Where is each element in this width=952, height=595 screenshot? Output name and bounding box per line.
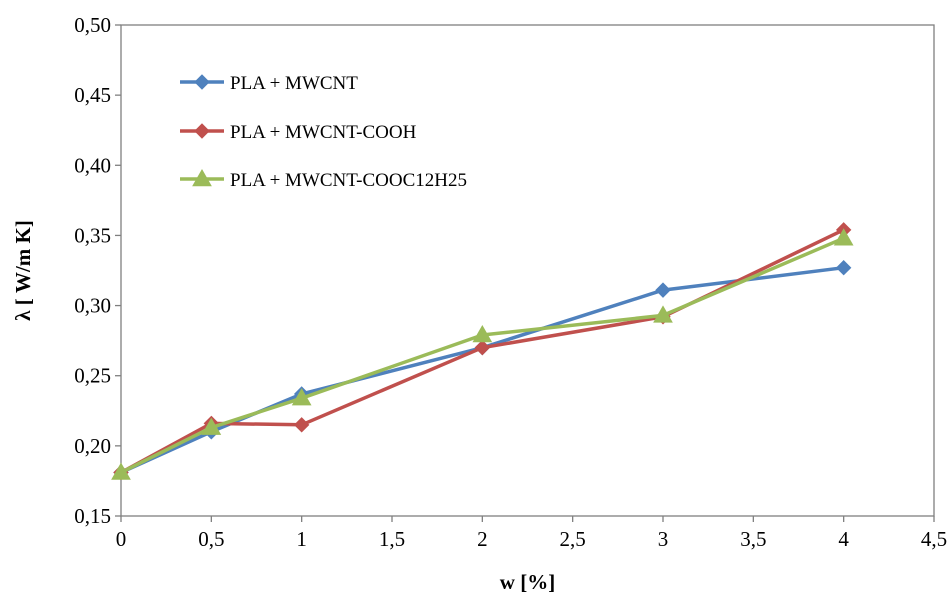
- series-3: [111, 228, 854, 480]
- legend-item: PLA + MWCNT-COOC12H25: [180, 168, 467, 191]
- x-tick-label: 2: [477, 527, 488, 551]
- x-tick-label: 3: [658, 527, 669, 551]
- legend-label: PLA + MWCNT-COOC12H25: [230, 170, 467, 191]
- series-1: [113, 259, 852, 481]
- y-tick-label: 0,30: [74, 294, 111, 318]
- x-tick-label: 1,5: [379, 527, 405, 551]
- x-tick-label: 4: [838, 527, 849, 551]
- legend-item: PLA + MWCNT-COOH: [180, 122, 417, 143]
- series-2: [113, 222, 852, 481]
- plot-area-border: [120, 24, 935, 517]
- legend-item: PLA + MWCNT: [180, 73, 358, 94]
- y-tick-label: 0,25: [74, 364, 111, 388]
- y-tick-label: 0,50: [74, 13, 111, 37]
- data-point-marker: [474, 339, 491, 356]
- y-tick-label: 0,40: [74, 153, 111, 177]
- data-point-marker: [111, 462, 131, 480]
- x-tick-label: 0: [116, 527, 127, 551]
- y-tick-label: 0,15: [74, 504, 111, 528]
- x-tick-label: 0,5: [198, 527, 224, 551]
- y-tick-label: 0,45: [74, 83, 111, 107]
- y-tick-label: 0,35: [74, 223, 111, 247]
- data-point-marker: [291, 388, 312, 406]
- series-layer: [111, 222, 854, 481]
- legend-label: PLA + MWCNT-COOH: [230, 122, 417, 143]
- data-point-marker: [835, 259, 852, 276]
- x-tick-label: 4,5: [921, 527, 947, 551]
- series-line: [120, 265, 844, 475]
- legend-swatch-marker: [194, 74, 210, 90]
- x-axis-title: w [%]: [500, 570, 555, 594]
- data-point-marker: [653, 305, 673, 323]
- data-point-marker: [201, 417, 222, 435]
- x-tick-label: 1: [296, 527, 307, 551]
- legend-swatch-marker: [192, 168, 212, 187]
- x-tick-label: 2,5: [560, 527, 586, 551]
- legend-label: PLA + MWCNT: [230, 73, 358, 94]
- data-point-marker: [655, 282, 671, 298]
- series-line: [120, 236, 845, 475]
- y-tick-label: 0,20: [74, 434, 111, 458]
- data-point-marker: [833, 228, 854, 246]
- axes: 0,15 0,20 0,25 0,30 0,35 0,40 0,45 0,50 0 0,5 1 1,5…: [74, 13, 947, 551]
- legend-swatch-marker: [194, 123, 210, 139]
- data-point-marker: [293, 417, 310, 433]
- data-point-marker: [472, 325, 493, 343]
- y-axis-title: λ [ W/m K]: [11, 220, 35, 321]
- x-tick-label: 3,5: [740, 527, 766, 551]
- legend: PLA + MWCNT PLA + MWCNT-COOH PLA + MWCNT-C…: [180, 73, 467, 191]
